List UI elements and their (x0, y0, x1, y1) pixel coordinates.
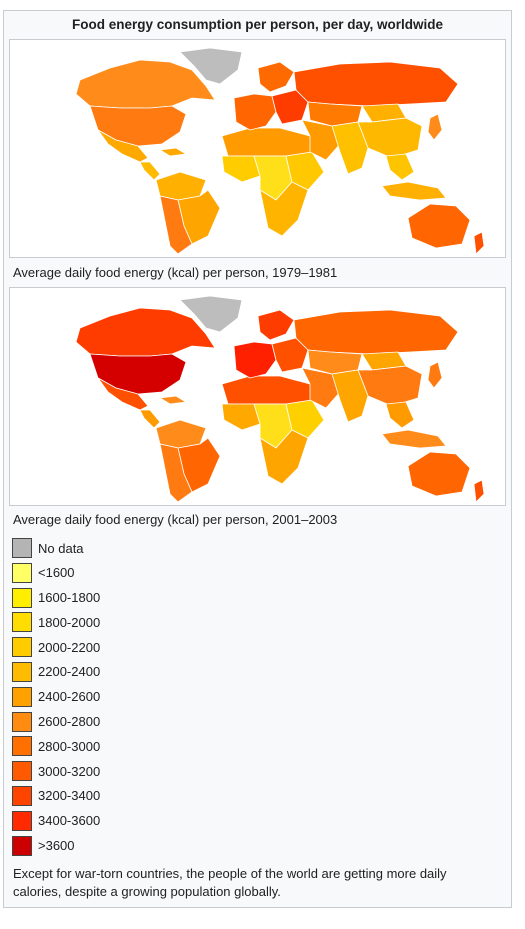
legend-swatch (12, 686, 32, 707)
legend-item: 2600-2800 (12, 711, 100, 733)
map-caption-2001-2003: Average daily food energy (kcal) per per… (13, 512, 338, 527)
map-region-southern-africa (259, 429, 309, 485)
map-region-south-america-south (159, 443, 193, 503)
map-region-western-europe (233, 341, 277, 379)
legend-label: 2400-2600 (38, 689, 101, 705)
map-region-greenland (179, 47, 243, 85)
legend-label: 2000-2200 (38, 639, 101, 655)
map-region-scandinavia (257, 309, 295, 341)
legend-item: <1600 (12, 562, 100, 584)
legend-item: 3200-3400 (12, 785, 100, 807)
map-region-southeast-asia (385, 401, 415, 429)
map-region-south-america-south (159, 195, 193, 255)
legend-swatch (12, 661, 32, 682)
infobox: Food energy consumption per person, per … (3, 10, 512, 908)
legend-swatch (12, 612, 32, 633)
map-region-west-africa (221, 403, 261, 431)
map-region-north-africa (221, 375, 313, 405)
map-region-scandinavia (257, 61, 295, 93)
map-region-southeast-asia (385, 153, 415, 181)
legend-swatch (12, 785, 32, 806)
map-region-central-america (139, 161, 161, 181)
infobox-title: Food energy consumption per person, per … (71, 17, 444, 32)
legend-item: 2800-3000 (12, 735, 100, 757)
legend-label: 2800-3000 (38, 738, 101, 754)
legend-swatch (12, 810, 32, 831)
map-region-mexico (97, 377, 149, 411)
map-region-canada (75, 59, 216, 109)
map-region-south-america-north (155, 171, 207, 201)
map-2001-2003 (9, 287, 506, 506)
legend-item: 2400-2600 (12, 686, 100, 708)
map-region-north-africa (221, 127, 313, 157)
map-region-canada (75, 307, 216, 357)
legend: No data <1600 1600-1800 1800-2000 2000-2200 2… (12, 537, 100, 859)
map-region-west-africa (221, 155, 261, 183)
map-region-indonesia (381, 429, 447, 449)
legend-label: 3200-3400 (38, 788, 101, 804)
legend-item: >3600 (12, 835, 100, 857)
map-region-indonesia (381, 181, 447, 201)
legend-swatch (12, 562, 32, 583)
map-region-new-zealand (473, 479, 485, 503)
map-region-mexico (97, 129, 149, 163)
legend-item: No data (12, 537, 100, 559)
map-region-usa (89, 105, 187, 147)
legend-swatch (12, 538, 32, 558)
map-region-russia (293, 309, 459, 355)
legend-swatch (12, 637, 32, 658)
map-region-new-zealand (473, 231, 485, 255)
legend-label: 1600-1800 (38, 590, 101, 606)
map-region-western-europe (233, 93, 277, 131)
legend-item: 1600-1800 (12, 587, 100, 609)
legend-label: 1800-2000 (38, 614, 101, 630)
legend-item: 3400-3600 (12, 810, 100, 832)
legend-item: 3000-3200 (12, 760, 100, 782)
map-region-japan (427, 361, 443, 389)
legend-label: 2200-2400 (38, 664, 101, 680)
legend-item: 2000-2200 (12, 636, 100, 658)
legend-item: 1800-2000 (12, 611, 100, 633)
map-region-australia (407, 203, 471, 249)
map-1979-1981 (9, 39, 506, 258)
legend-label: >3600 (38, 838, 75, 854)
legend-label: 2600-2800 (38, 714, 101, 730)
legend-item: 2200-2400 (12, 661, 100, 683)
legend-swatch (12, 761, 32, 782)
legend-swatch (12, 835, 32, 856)
legend-label: 3400-3600 (38, 813, 101, 829)
map-region-south-asia (331, 121, 369, 175)
legend-label: 3000-3200 (38, 763, 101, 779)
map-region-caribbean (158, 395, 188, 405)
caption-note: Except for war-torn countries, the peopl… (13, 866, 447, 899)
legend-swatch (12, 711, 32, 732)
map-region-japan (427, 113, 443, 141)
map-region-south-america-north (155, 419, 207, 449)
legend-label: <1600 (38, 565, 75, 581)
map-region-central-america (139, 409, 161, 429)
map-region-greenland (179, 295, 243, 333)
map-region-china (357, 117, 423, 159)
map-region-southern-africa (259, 181, 309, 237)
map-region-east-africa (285, 151, 325, 191)
map-region-russia (293, 61, 459, 107)
map-region-east-africa (285, 399, 325, 439)
legend-swatch (12, 736, 32, 757)
legend-label: No data (38, 540, 84, 556)
legend-swatch (12, 587, 32, 608)
map-region-china (357, 365, 423, 407)
map-region-caribbean (158, 147, 188, 157)
map-region-usa (89, 353, 187, 395)
map-region-australia (407, 451, 471, 497)
map-caption-1979-1981: Average daily food energy (kcal) per per… (13, 265, 338, 280)
map-region-south-asia (331, 369, 369, 423)
